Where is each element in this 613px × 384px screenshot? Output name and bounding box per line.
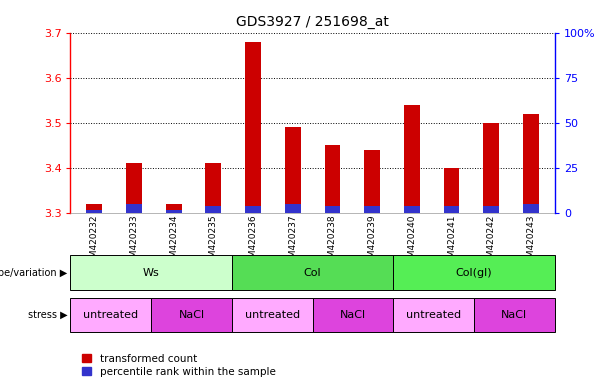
Text: untreated: untreated — [83, 310, 139, 320]
Bar — [444, 168, 460, 213]
Text: Col: Col — [304, 268, 321, 278]
Bar — [285, 204, 301, 213]
Bar — [245, 42, 261, 213]
Bar — [166, 204, 181, 213]
Text: genotype/variation ▶: genotype/variation ▶ — [0, 268, 67, 278]
Bar — [444, 206, 460, 213]
Text: untreated: untreated — [406, 310, 461, 320]
Text: NaCl: NaCl — [178, 310, 205, 320]
Text: NaCl: NaCl — [501, 310, 527, 320]
Bar — [151, 298, 232, 332]
Bar — [285, 127, 301, 213]
Text: Col(gl): Col(gl) — [455, 268, 492, 278]
Bar — [86, 204, 102, 213]
Bar — [404, 206, 420, 213]
Bar — [166, 210, 181, 213]
Title: GDS3927 / 251698_at: GDS3927 / 251698_at — [236, 15, 389, 29]
Bar — [364, 206, 380, 213]
Text: NaCl: NaCl — [340, 310, 366, 320]
Bar — [523, 204, 539, 213]
Bar — [205, 164, 221, 213]
Legend: transformed count, percentile rank within the sample: transformed count, percentile rank withi… — [82, 354, 275, 377]
Bar — [232, 298, 313, 332]
Bar — [313, 298, 394, 332]
Bar — [70, 255, 232, 290]
Text: untreated: untreated — [245, 310, 300, 320]
Bar — [394, 298, 474, 332]
Bar — [232, 255, 394, 290]
Bar — [394, 255, 555, 290]
Text: Ws: Ws — [143, 268, 159, 278]
Bar — [126, 204, 142, 213]
Bar — [324, 146, 340, 213]
Bar — [86, 210, 102, 213]
Bar — [205, 206, 221, 213]
Bar — [483, 123, 499, 213]
Bar — [404, 105, 420, 213]
Bar — [483, 206, 499, 213]
Bar — [70, 298, 151, 332]
Bar — [523, 114, 539, 213]
Text: stress ▶: stress ▶ — [28, 310, 67, 320]
Bar — [126, 164, 142, 213]
Bar — [364, 150, 380, 213]
Bar — [474, 298, 555, 332]
Bar — [324, 206, 340, 213]
Bar — [245, 206, 261, 213]
